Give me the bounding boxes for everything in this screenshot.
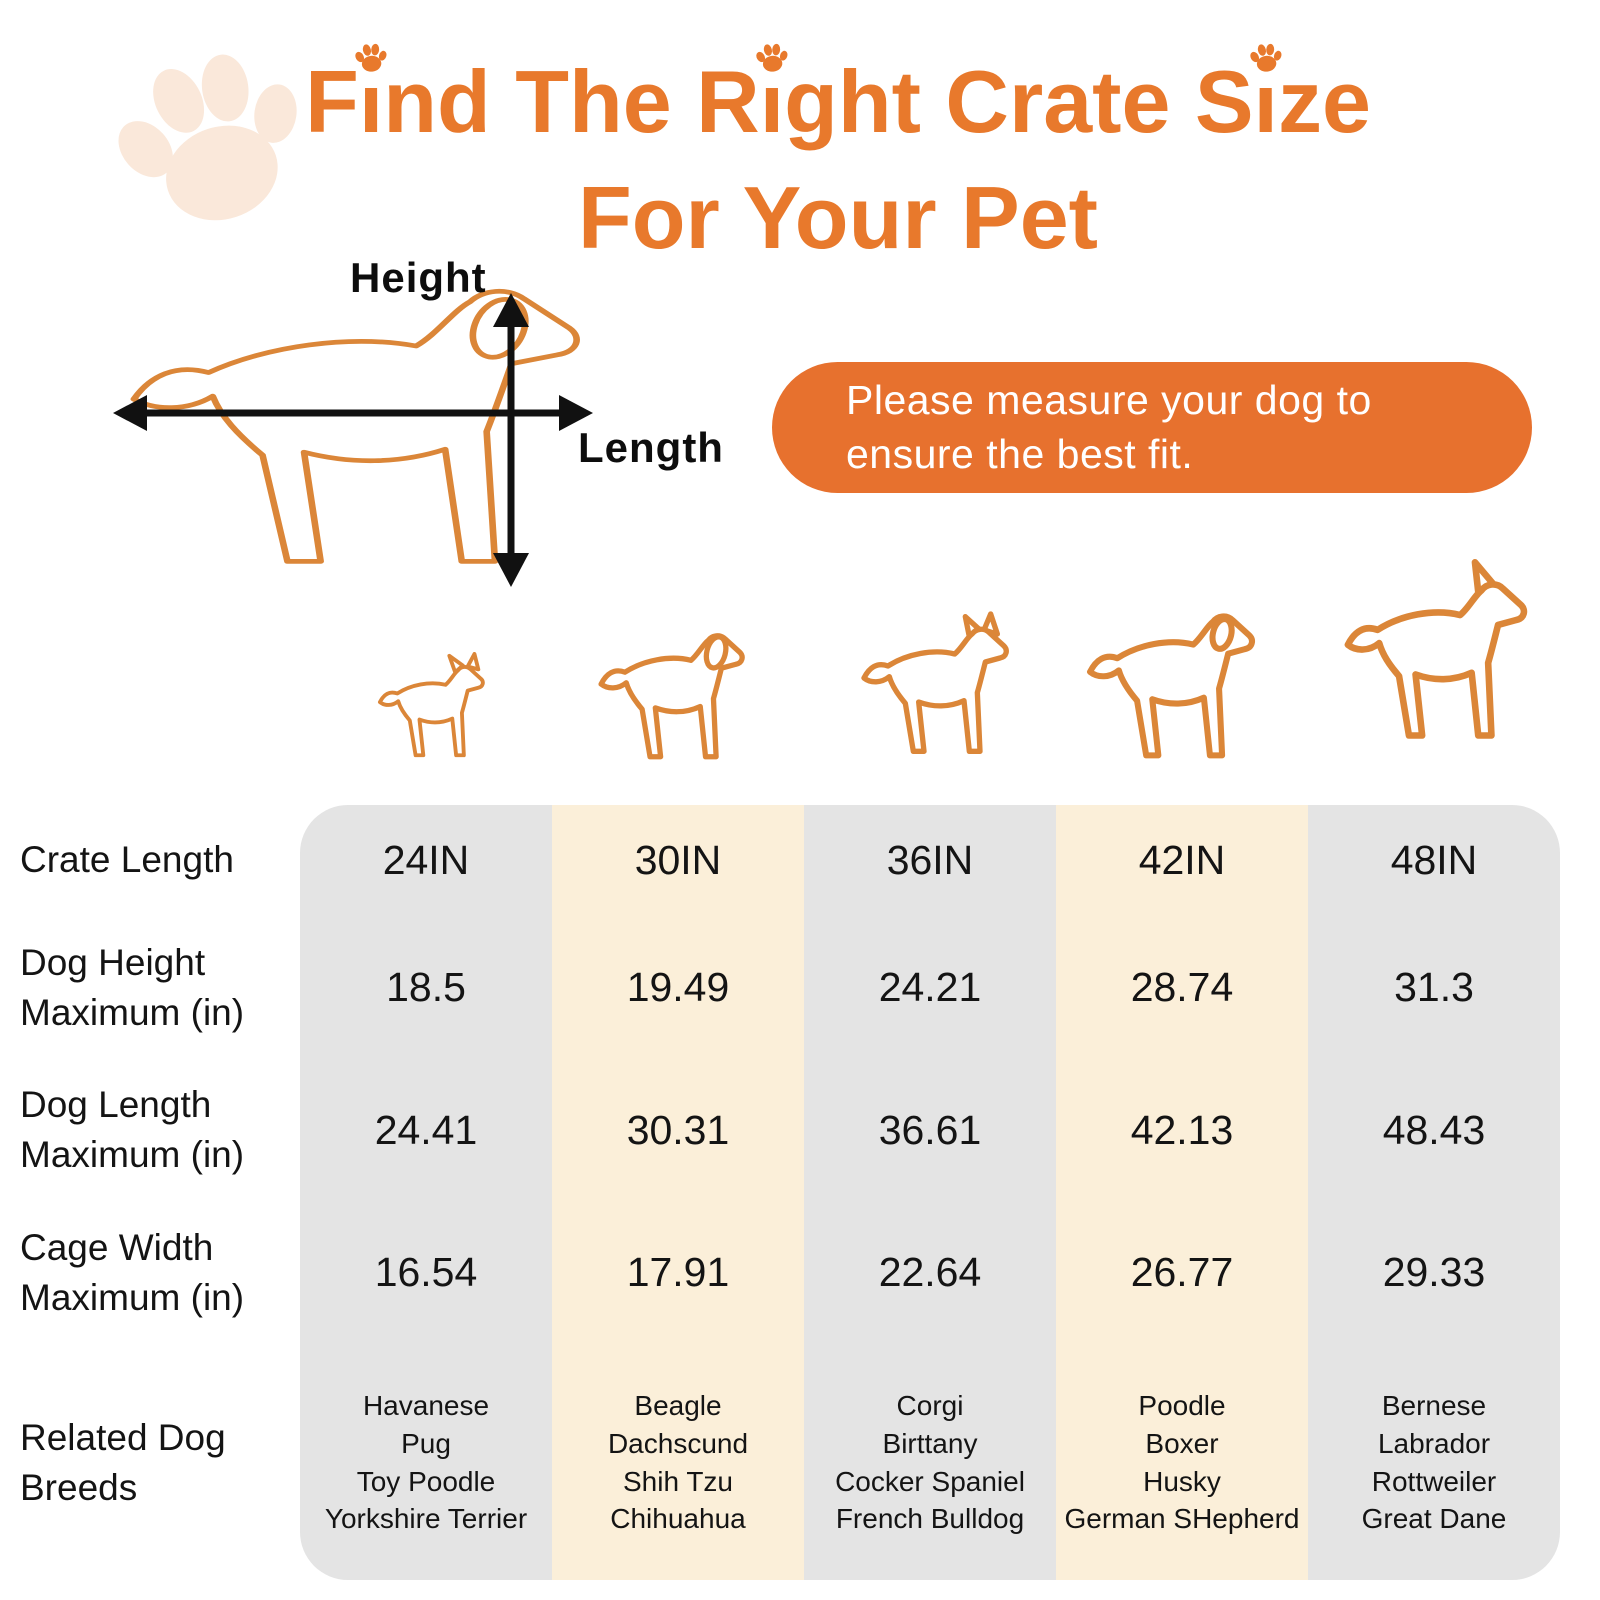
cell-dog-height-48: 31.3 <box>1394 964 1474 1010</box>
breed: Pug <box>401 1427 451 1459</box>
column-24in-stripe <box>300 805 552 1580</box>
husky-icon <box>856 611 1016 766</box>
cell-dog-length-42: 42.13 <box>1130 1106 1234 1153</box>
paw-print-icon <box>753 41 791 74</box>
length-arrow <box>113 395 593 431</box>
breed: Chihuahua <box>610 1503 746 1535</box>
breed: Havanese <box>362 1390 490 1422</box>
labrador-icon <box>1072 596 1272 766</box>
cell-cage-width-42: 26.77 <box>1130 1249 1234 1295</box>
title-text: F <box>305 52 359 151</box>
cell-cage-width-24: 16.54 <box>374 1249 478 1295</box>
column-36in-stripe <box>804 805 1056 1580</box>
breed: Cocker Spaniel <box>835 1465 1025 1497</box>
cell-crate-length-48: 48IN <box>1390 836 1478 883</box>
cell-breeds-36: Corgi Birttany Cocker Spaniel French Bul… <box>804 1345 1056 1580</box>
breed: Rottweiler <box>1371 1465 1497 1497</box>
cell-breeds-42: Poodle Boxer Husky German SHepherd <box>1056 1345 1308 1580</box>
measuring-dog-diagram <box>113 265 593 587</box>
note-line-1: Please measure your dog to <box>846 377 1372 424</box>
breed: Great Dane <box>1361 1503 1507 1535</box>
cell-dog-height-42: 28.74 <box>1130 964 1234 1010</box>
breed: Poodle <box>1138 1390 1226 1422</box>
cell-dog-length-36: 36.61 <box>878 1106 982 1153</box>
cell-dog-length-30: 30.31 <box>626 1106 730 1153</box>
column-48in-stripe <box>1308 805 1560 1580</box>
row-label-cage-width-max: Cage Width Maximum (in) <box>20 1226 245 1318</box>
breed: Yorkshire Terrier <box>324 1503 528 1535</box>
cell-breeds-24: Havanese Pug Toy Poodle Yorkshire Terrie… <box>300 1345 552 1580</box>
breed: Labrador <box>1377 1427 1491 1459</box>
breed: Birttany <box>882 1427 978 1459</box>
breed: Husky <box>1143 1465 1221 1497</box>
title-line-2: For Your Pet <box>578 168 1098 267</box>
cell-dog-height-24: 18.5 <box>386 964 466 1010</box>
breed: French Bulldog <box>835 1503 1025 1535</box>
cell-cage-width-30: 17.91 <box>626 1249 730 1295</box>
breed: Shih Tzu <box>623 1465 733 1497</box>
chihuahua-icon <box>377 652 485 758</box>
breed: Bernese <box>1381 1390 1487 1422</box>
height-arrow <box>493 293 529 587</box>
cell-crate-length-36: 36IN <box>886 836 974 883</box>
length-label: Length <box>578 424 724 471</box>
cell-breeds-30: Beagle Dachscund Shih Tzu Chihuahua <box>552 1345 804 1580</box>
cell-breeds-48: Bernese Labrador Rottweiler Great Dane <box>1308 1345 1560 1580</box>
cell-dog-length-24: 24.41 <box>374 1106 478 1153</box>
row-label-dog-height-max: Dog Height Maximum (in) <box>20 941 245 1033</box>
cell-cage-width-48: 29.33 <box>1382 1249 1486 1295</box>
cell-crate-length-42: 42IN <box>1138 836 1226 883</box>
cell-cage-width-36: 22.64 <box>878 1249 982 1295</box>
breed: Dachscund <box>607 1427 749 1459</box>
size-table: Crate Length 24IN 30IN 36IN 42IN 48IN Do… <box>20 805 1560 1580</box>
paw-print-icon <box>352 41 390 74</box>
breed: Toy Poodle <box>356 1465 496 1497</box>
breed: Corgi <box>896 1390 964 1422</box>
paw-print-icon <box>1247 41 1285 74</box>
measure-note-pill: Please measure your dog to ensure the be… <box>772 362 1532 493</box>
great-dane-icon <box>1338 558 1536 770</box>
title-text: ze <box>1277 52 1371 151</box>
note-line-2: ensure the best fit. <box>846 430 1194 477</box>
row-label-crate-length: Crate Length <box>20 839 234 881</box>
breed: Beagle <box>634 1390 722 1422</box>
cell-dog-height-36: 24.21 <box>878 964 982 1010</box>
cell-crate-length-24: 24IN <box>382 836 470 883</box>
title-text: ght Crate S <box>784 52 1254 151</box>
row-label-dog-length-max: Dog Length Maximum (in) <box>20 1084 245 1175</box>
breed: Boxer <box>1145 1427 1219 1459</box>
column-42in-stripe <box>1056 805 1308 1580</box>
title-text: nd The R <box>383 52 760 151</box>
size-table-background <box>300 805 1560 1580</box>
row-label-related-breeds: Related Dog Breeds <box>20 1416 226 1508</box>
cell-crate-length-30: 30IN <box>634 836 722 883</box>
beagle-icon <box>580 618 765 766</box>
breed: German SHepherd <box>1064 1503 1300 1535</box>
height-label: Height <box>350 254 487 301</box>
column-30in-stripe <box>552 805 804 1580</box>
cell-dog-length-48: 48.43 <box>1382 1106 1486 1153</box>
cell-dog-height-30: 19.49 <box>626 964 730 1010</box>
